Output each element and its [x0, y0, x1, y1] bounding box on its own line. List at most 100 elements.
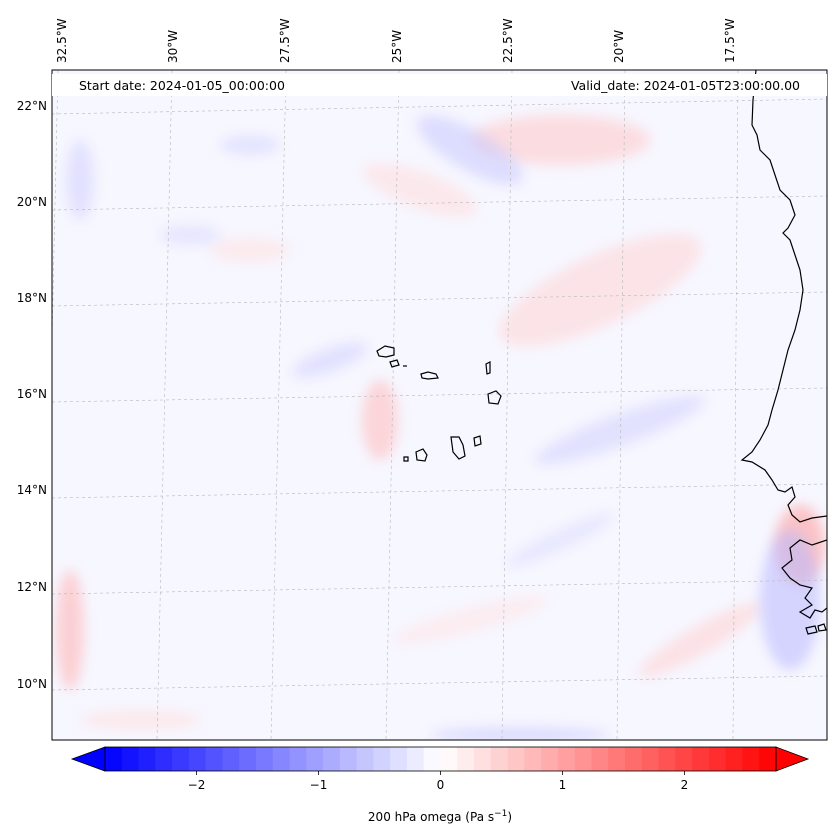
colorbar-segment — [323, 747, 341, 771]
colorbar-segment — [255, 747, 274, 771]
africa-coastline-south — [781, 539, 827, 619]
colorbar-segment — [641, 747, 660, 771]
colorbar-segment — [138, 747, 156, 771]
start-date-label: Start date: 2024-01-05_00:00:00 — [79, 78, 285, 93]
cape-verde-sao-vicente — [389, 359, 400, 368]
colorbar-tick-label: −1 — [310, 778, 328, 792]
lon-label: 25°W — [390, 30, 404, 63]
omega-positive-patch — [210, 238, 290, 262]
colorbar-segment — [423, 747, 442, 771]
colorbar-segment — [155, 747, 173, 771]
cape-verde-brava — [403, 456, 409, 462]
colorbar-segment — [188, 747, 207, 771]
omega-negative-patch — [535, 395, 705, 465]
colorbar-segment — [457, 747, 475, 771]
colorbar-segment — [356, 747, 375, 771]
lat-label: 12°N — [17, 580, 47, 594]
lat-label: 20°N — [17, 195, 47, 209]
colorbar-segment — [574, 747, 593, 771]
colorbar-segment — [708, 747, 727, 771]
colorbar-segment — [625, 747, 643, 771]
cape-verde-maio — [473, 435, 482, 447]
omega-negative-patch — [292, 342, 368, 378]
map-frame — [51, 69, 828, 741]
lon-label: 32.5°W — [55, 18, 69, 63]
lat-label: 22°N — [17, 99, 47, 113]
colorbar-segment — [557, 747, 576, 771]
colorbar-segment — [390, 747, 408, 771]
graticule — [52, 70, 827, 740]
omega-negative-patch — [760, 530, 820, 670]
colorbar-segment — [507, 747, 525, 771]
colorbar-segment — [239, 747, 257, 771]
colorbar-segment — [306, 747, 324, 771]
cape-verde-santiago — [450, 436, 466, 460]
colorbar-segment — [608, 747, 626, 771]
colorbar-segment — [172, 747, 190, 771]
omega-field — [52, 70, 827, 740]
colorbar-tick-label: −2 — [188, 778, 206, 792]
cape-verde-santo-antao — [376, 345, 395, 358]
colorbar-tick-label: 0 — [437, 778, 445, 792]
omega-positive-patch — [362, 380, 398, 460]
header-box — [52, 74, 827, 96]
lon-label: 27.5°W — [278, 18, 292, 63]
colorbar-segment — [440, 747, 458, 771]
colorbar-extend-max — [775, 746, 810, 772]
omega-positive-patch — [80, 710, 200, 730]
omega-negative-patch — [66, 140, 94, 220]
omega-positive-patch — [363, 163, 477, 217]
omega-negative-patch — [220, 135, 280, 155]
colorbar-segment — [541, 747, 559, 771]
cape-verde-fogo — [415, 448, 428, 462]
colorbar-segment — [406, 747, 425, 771]
map-panel: Start date: 2024-01-05_00:00:00 Valid_da… — [51, 69, 828, 741]
cape-verde-sao-nicolau — [420, 371, 439, 380]
omega-positive-patch — [392, 596, 548, 644]
lat-label: 18°N — [17, 291, 47, 305]
coastlines — [376, 70, 827, 635]
colorbar-segment — [272, 747, 291, 771]
colorbar-segment — [373, 747, 391, 771]
colorbar-segment — [524, 747, 542, 771]
lat-label: 14°N — [17, 483, 47, 497]
colorbar-label: 200 hPa omega (Pa s−1) — [368, 809, 512, 824]
omega-negative-patch — [430, 727, 610, 740]
lon-label: 20°W — [612, 30, 626, 63]
colorbar-segment — [591, 747, 609, 771]
lon-label: 22.5°W — [501, 18, 515, 63]
lon-label: 30°W — [166, 30, 180, 63]
africa-coastline — [740, 70, 827, 523]
cape-verde-boa-vista — [487, 390, 502, 405]
longitude-labels: 32.5°W 30°W 27.5°W 25°W 22.5°W 20°W 17.5… — [55, 18, 737, 63]
omega-negative-patch — [160, 225, 220, 245]
colorbar-segments — [105, 747, 777, 771]
colorbar-segment — [490, 747, 509, 771]
colorbar-segment — [725, 747, 744, 771]
colorbar-segment — [289, 747, 307, 771]
cape-verde-sal — [485, 361, 491, 375]
colorbar-segment — [205, 747, 224, 771]
colorbar-segment — [105, 747, 123, 771]
colorbar-segment — [339, 747, 358, 771]
latitude-labels: 22°N 20°N 18°N 16°N 14°N 12°N 10°N — [17, 99, 47, 691]
colorbar-segment — [742, 747, 760, 771]
colorbar-segment — [474, 747, 492, 771]
colorbar-ticks: −2 −1 0 1 2 — [188, 771, 689, 792]
valid-date-label: Valid_date: 2024-01-05T23:00:00.00 — [571, 78, 800, 93]
lat-label: 10°N — [17, 677, 47, 691]
bijagos-islands — [805, 623, 827, 635]
colorbar-segment — [121, 747, 140, 771]
colorbar-tick-label: 2 — [681, 778, 689, 792]
colorbar-extend-min — [70, 746, 106, 772]
lat-label: 16°N — [17, 387, 47, 401]
colorbar-tick-label: 1 — [559, 778, 567, 792]
omega-positive-patch — [470, 115, 650, 165]
colorbar-segment — [658, 747, 676, 771]
omega-positive-patch — [56, 570, 84, 690]
colorbar: −2 −1 0 1 2 200 hPa omega (Pa s−1) — [70, 746, 810, 824]
colorbar-segment — [692, 747, 710, 771]
colorbar-segment — [222, 747, 240, 771]
omega-negative-patch — [505, 513, 615, 567]
